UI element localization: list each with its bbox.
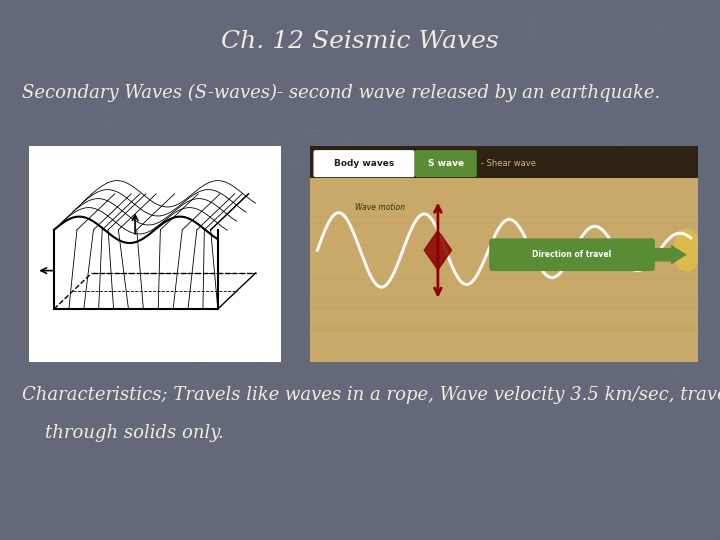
Ellipse shape	[673, 228, 701, 272]
Text: Ch. 12 Seismic Waves: Ch. 12 Seismic Waves	[221, 30, 499, 53]
Text: Secondary Waves (S-waves)- second wave released by an earthquake.: Secondary Waves (S-waves)- second wave r…	[22, 84, 660, 102]
Text: Body waves: Body waves	[334, 159, 394, 167]
FancyArrow shape	[652, 245, 687, 265]
FancyBboxPatch shape	[489, 238, 655, 271]
Text: Wave motion: Wave motion	[354, 202, 405, 212]
Polygon shape	[424, 231, 451, 270]
Text: Direction of travel: Direction of travel	[532, 250, 612, 259]
Text: - Shear wave: - Shear wave	[481, 159, 536, 167]
Text: S wave: S wave	[428, 159, 464, 167]
FancyBboxPatch shape	[313, 150, 415, 177]
Bar	[310, 146, 698, 178]
Text: through solids only.: through solids only.	[22, 424, 223, 442]
FancyBboxPatch shape	[415, 150, 477, 177]
Text: Characteristics; Travels like waves in a rope, Wave velocity 3.5 km/sec, travels: Characteristics; Travels like waves in a…	[22, 386, 720, 404]
